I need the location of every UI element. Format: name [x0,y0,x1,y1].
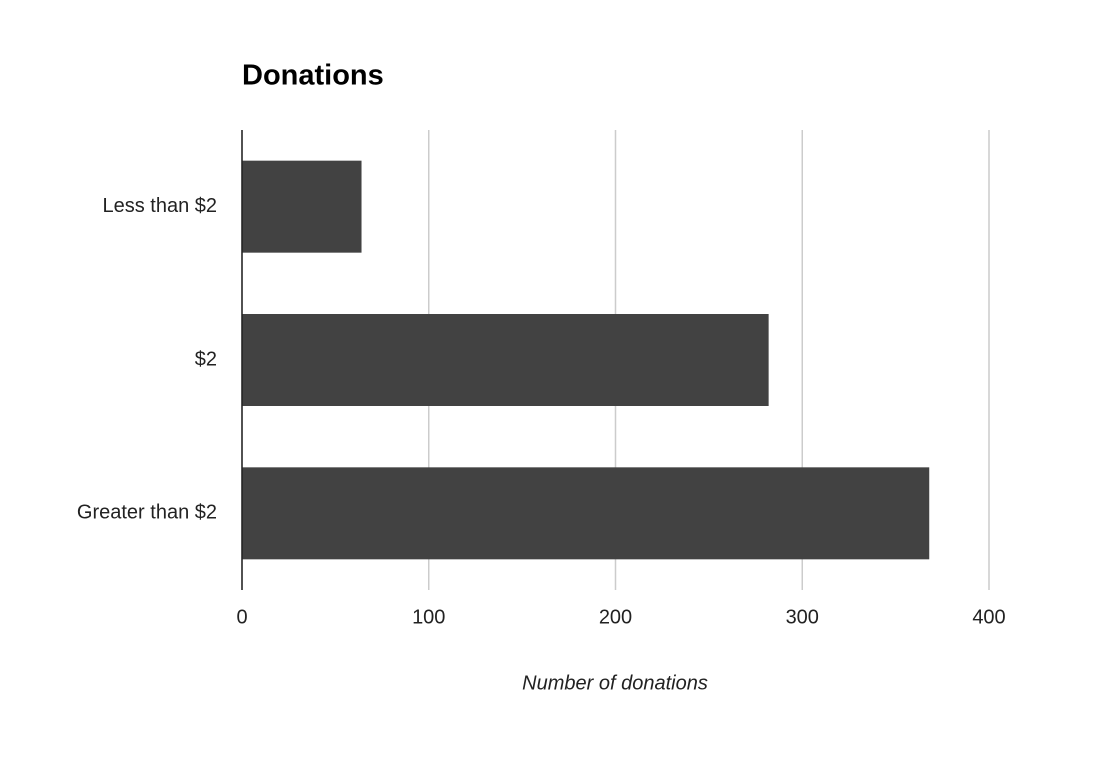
bar [242,467,930,560]
y-tick-label: Less than $2 [102,195,217,217]
x-tick-label: 100 [412,606,445,628]
chart-title: Donations [242,60,384,92]
x-tick-label: 200 [599,606,632,628]
x-tick-label: 400 [972,606,1005,628]
x-tick-label: 300 [786,606,819,628]
x-tick-label: 0 [236,606,247,628]
y-tick-label: Greater than $2 [77,502,217,524]
bar [242,160,362,253]
x-axis-label: Number of donations [522,672,708,694]
y-tick-label: $2 [195,348,217,370]
bar [242,314,769,406]
